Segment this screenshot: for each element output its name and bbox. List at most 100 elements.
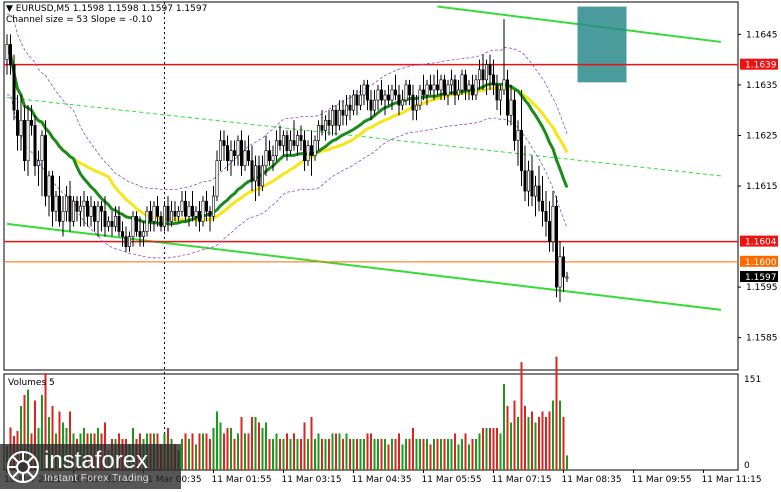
candle[interactable] [306,140,310,166]
candle[interactable] [215,150,219,202]
candle[interactable] [47,170,51,217]
candle[interactable] [547,201,551,252]
candle[interactable] [509,84,513,126]
candle[interactable] [446,79,450,106]
candle[interactable] [9,34,13,75]
candle[interactable] [512,89,516,151]
candle[interactable] [131,211,135,247]
candle[interactable] [124,226,128,252]
candle[interactable] [505,69,509,126]
candle[interactable] [330,105,334,136]
candle[interactable] [540,175,544,227]
candle[interactable] [327,110,331,136]
candle[interactable] [288,130,292,156]
candle[interactable] [75,196,79,222]
candle[interactable] [449,69,453,96]
candle[interactable] [481,54,485,90]
candle[interactable] [302,130,306,171]
candle[interactable] [292,120,296,151]
candle[interactable] [22,105,26,171]
candle[interactable] [191,191,195,222]
candle[interactable] [107,216,111,232]
candle[interactable] [463,69,467,101]
candle[interactable] [163,201,167,232]
candle[interactable] [484,59,488,96]
candle[interactable] [285,130,289,161]
candle[interactable] [488,54,492,90]
candle[interactable] [82,191,86,227]
candle[interactable] [404,79,408,106]
candle[interactable] [43,120,47,207]
candle[interactable] [86,196,90,227]
candle[interactable] [128,231,132,252]
candle[interactable] [432,74,436,101]
candle[interactable] [264,135,268,176]
candle[interactable] [428,74,432,96]
candle[interactable] [491,59,495,96]
candle[interactable] [250,145,254,192]
candle[interactable] [194,206,198,227]
candle[interactable] [254,155,258,202]
candle[interactable] [460,69,464,96]
candle[interactable] [323,115,327,141]
candle[interactable] [348,95,352,121]
candle[interactable] [393,74,397,101]
candle[interactable] [530,155,534,207]
candle[interactable] [435,69,439,96]
candle[interactable] [68,180,72,232]
candle[interactable] [477,59,481,90]
candle[interactable] [96,201,100,237]
candle[interactable] [281,130,285,156]
candle[interactable] [558,241,562,303]
candle[interactable] [365,79,369,111]
candle[interactable] [372,89,376,116]
candle[interactable] [159,211,163,232]
candle[interactable] [5,34,9,75]
candle[interactable] [166,196,170,232]
candle[interactable] [271,145,275,171]
candle[interactable] [537,165,541,212]
candle[interactable] [383,89,387,116]
candle[interactable] [316,120,320,151]
candle[interactable] [219,130,223,171]
candle[interactable] [418,84,422,111]
candle[interactable] [205,191,209,222]
candle[interactable] [257,155,261,197]
candle[interactable] [309,130,313,176]
candle[interactable] [201,196,205,227]
candle[interactable] [65,186,69,222]
candle[interactable] [519,89,523,186]
candle[interactable] [400,89,404,111]
candle[interactable] [397,84,401,116]
candle[interactable] [222,130,226,161]
candle[interactable] [72,196,76,227]
candle[interactable] [358,84,362,111]
candle[interactable] [243,140,247,171]
candle[interactable] [267,140,271,166]
candle[interactable] [79,196,83,227]
candle[interactable] [212,186,216,222]
candle[interactable] [467,79,471,101]
candle[interactable] [274,130,278,161]
candle[interactable] [57,175,61,227]
candle[interactable] [411,84,415,121]
candle[interactable] [247,135,251,166]
candle[interactable] [376,84,380,111]
candle[interactable] [341,100,345,126]
candle[interactable] [236,135,240,166]
candle[interactable] [180,191,184,217]
candle[interactable] [138,216,142,247]
candle[interactable] [170,201,174,227]
candle[interactable] [453,74,457,106]
candle[interactable] [142,221,146,247]
candle[interactable] [145,206,149,237]
candle[interactable] [135,211,139,237]
candle[interactable] [362,79,366,106]
candle[interactable] [379,79,383,106]
candle[interactable] [187,201,191,227]
candle[interactable] [229,140,233,176]
candle[interactable] [561,246,565,293]
candle[interactable] [414,95,418,121]
candle[interactable] [334,105,338,136]
